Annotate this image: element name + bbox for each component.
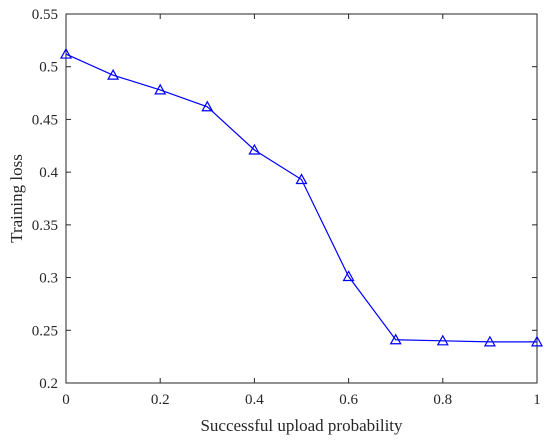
data-point-triangle: [483, 335, 496, 347]
y-tick-label: 0.55: [32, 7, 58, 23]
data-point-triangle: [248, 143, 261, 155]
x-tick-label: 1: [533, 392, 541, 408]
data-point-triangle: [530, 335, 544, 347]
data-point-triangle: [436, 334, 449, 346]
plot-frame: [65, 13, 538, 384]
plot-area: [65, 13, 538, 384]
y-tick-label: 0.3: [39, 271, 58, 287]
y-tick-label: 0.35: [32, 218, 58, 234]
y-tick-label: 0.5: [39, 60, 58, 76]
data-point-triangle: [342, 270, 355, 282]
x-tick-label: 0.2: [151, 392, 170, 408]
y-tick-label: 0.45: [32, 112, 58, 128]
series-line: [65, 53, 537, 343]
y-tick-label: 0.25: [32, 323, 58, 339]
x-tick-label: 0.4: [245, 392, 264, 408]
y-axis-label: Training loss: [7, 154, 26, 243]
data-point-triangle: [295, 173, 308, 185]
y-axis-ticks: 0.2 0.25 0.3 0.35 0.4 0.45 0.5 0.55: [32, 7, 537, 392]
y-tick-label: 0.4: [39, 165, 58, 181]
data-point-triangle: [59, 47, 73, 59]
data-point-triangle: [154, 83, 167, 95]
data-point-triangle: [107, 68, 120, 80]
y-tick-label: 0.2: [39, 376, 58, 392]
x-axis-ticks: 0 0.2 0.4 0.6 0.8 1: [62, 14, 541, 408]
x-tick-label: 0: [62, 392, 70, 408]
x-axis-label: Successful upload probability: [200, 416, 403, 435]
series-layer: [59, 47, 544, 347]
data-point-triangle: [201, 100, 214, 112]
data-point-triangle: [389, 333, 402, 345]
x-tick-label: 0.6: [339, 392, 358, 408]
x-tick-label: 0.8: [433, 392, 452, 408]
